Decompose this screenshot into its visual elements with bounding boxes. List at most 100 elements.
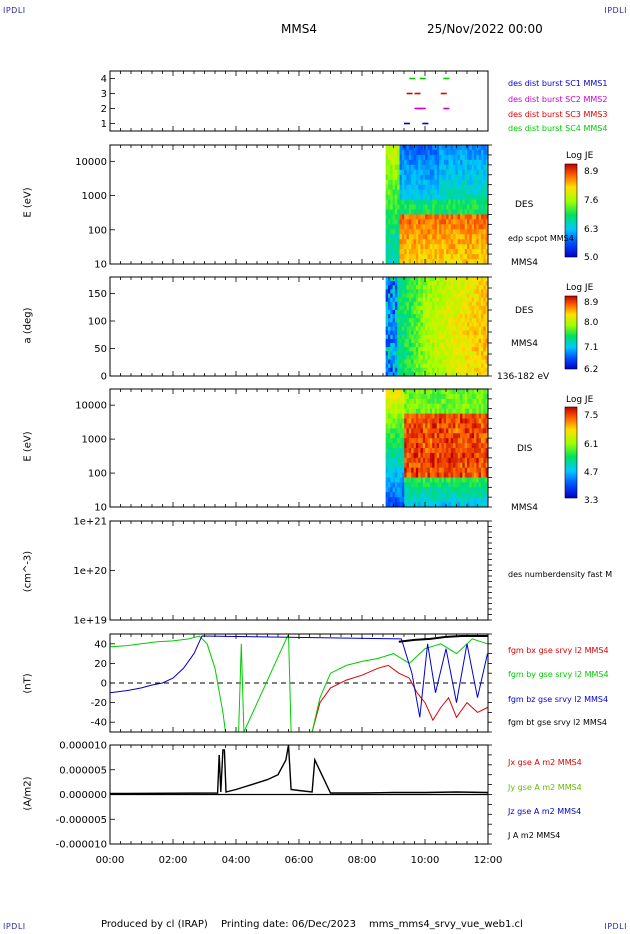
current-series-j [110,745,488,795]
des-pitch-heatmap-cell-9-18 [406,351,410,356]
des-pitch-heatmap-cell-38-7 [474,305,477,311]
des-pitch-heatmap-cell-5-5 [397,297,401,303]
des-energy-heatmap-cell-24-3 [441,159,445,166]
des-pitch-heatmap-cell-34-19 [464,355,468,360]
dis-energy-heatmap-cell-4-7 [394,423,398,429]
des-pitch-heatmap-cell-36-3 [469,289,473,294]
des-pitch-heatmap-cell-10-14 [408,334,412,340]
des-pitch-heatmap-cell-43-1 [485,281,489,286]
burst-mark-2-1 [414,92,421,95]
dis-energy-heatmap-cell-2-18 [390,477,394,483]
des-pitch-heatmap-cell-37-10 [471,318,475,323]
des-pitch-heatmap-cell-6-6 [399,301,403,307]
dis-energy-heatmap-cell-12-18 [413,477,417,483]
des-energy-heatmap-cell-37-17 [471,229,475,235]
dis-energy-heatmap-cell-5-18 [397,477,401,483]
des-pitch-heatmap-cell-24-6 [441,301,445,307]
des-energy-heatmap-cell-25-6 [443,174,447,181]
des-energy-heatmap-cell-31-17 [457,229,461,235]
dis-energy-heatmap-cell-31-22 [457,497,461,503]
des-pitch-heatmap-cell-41-14 [481,334,484,340]
des-energy-heatmap-cell-23-18 [439,234,442,240]
des-pitch-heatmap-cell-6-23 [399,371,403,377]
des-energy-heatmap-cell-42-16 [483,224,487,230]
des-pitch-heatmap-cell-43-8 [485,310,489,315]
dis-energy-heatmap-cell-24-7 [441,423,445,429]
des-energy-heatmap-cell-41-2 [481,154,484,161]
dis-energy-heatmap-cell-3-14 [392,457,396,464]
des-energy-heatmap-cell-10-10 [408,194,412,201]
des-pitch-heatmap-cell-30-7 [455,305,459,311]
dis-energy-heatmap-cell-17-2 [425,398,429,405]
dis-energy-heatmap-cell-12-19 [413,482,417,488]
des-pitch-heatmap-cell-0-7 [385,305,389,311]
des-energy-heatmap-cell-21-17 [434,229,438,235]
des-energy-heatmap-cell-41-14 [481,214,484,220]
des-pitch-heatmap-cell-43-0 [485,277,489,282]
des-energy-heatmap-cell-15-18 [420,234,424,240]
des-energy-heatmap-cell-32-16 [460,224,463,230]
des-energy-heatmap-cell-37-8 [471,184,475,191]
des-energy-heatmap-cell-22-12 [436,204,440,210]
des-energy-heatmap-cell-10-5 [408,169,412,176]
des-energy-heatmap-cell-32-11 [460,199,463,205]
des-energy-heatmap-cell-3-21 [392,249,396,255]
des-energy-heatmap-cell-22-3 [436,159,440,166]
des-pitch-heatmap-cell-12-1 [413,281,417,286]
dis-energy-heatmap-cell-11-21 [411,492,415,498]
des-energy-heatmap-cell-23-20 [439,244,442,250]
des-pitch-heatmap-cell-4-5 [394,297,398,303]
des-energy-heatmap-cell-24-15 [441,219,445,225]
dis-energy-heatmap-cell-21-20 [434,487,438,493]
des-energy-heatmap-cell-6-15 [399,219,403,225]
des-energy-heatmap-cell-38-22 [474,254,477,260]
des-energy-heatmap-cell-4-8 [394,184,398,191]
des-energy-heatmap-cell-24-11 [441,199,445,205]
des-pitch-heatmap-cell-23-21 [439,363,442,369]
des-pitch-heatmap-cell-32-12 [460,326,463,332]
dis-energy-heatmap-cell-29-2 [453,398,456,405]
des-energy-heatmap-cell-6-13 [399,209,403,215]
des-energy-heatmap-cell-28-6 [450,174,454,181]
des-pitch-heatmap-cell-37-7 [471,305,475,311]
des-pitch-heatmap-cell-4-15 [394,338,398,344]
des-energy-heatmap-cell-40-9 [478,189,482,196]
des-energy-heatmap-cell-42-19 [483,239,487,245]
dis-energy-heatmap-cell-38-9 [474,433,477,439]
des-energy-heatmap-cell-12-16 [413,224,417,230]
des-energy-heatmap-cell-4-9 [394,189,398,196]
des-pitch-heatmap-cell-16-2 [422,285,426,290]
dis-energy-heatmap-cell-7-19 [401,482,405,488]
des-pitch-heatmap-cell-11-19 [411,355,415,360]
dis-energy-heatmap-cell-10-7 [408,423,412,429]
des-pitch-heatmap-cell-2-4 [390,293,394,299]
des-pitch-heatmap-cell-40-21 [478,363,482,369]
des-pitch-heatmap-cell-33-23 [462,371,466,377]
dis-energy-heatmap-cell-7-7 [401,423,405,429]
dis-energy-heatmap-cell-33-11 [462,443,466,449]
dis-energy-heatmap-cell-4-16 [394,467,398,474]
des-energy-heatmap-cell-34-14 [464,214,468,220]
des-pitch-heatmap-cell-17-3 [425,289,429,294]
des-energy-heatmap-cell-13-18 [415,234,419,240]
dis-energy-heatmap-cell-30-15 [455,462,459,469]
des-energy-heatmap-cell-43-15 [485,219,489,225]
des-pitch-heatmap-cell-6-3 [399,289,403,294]
des-energy-heatmap-cell-25-8 [443,184,447,191]
des-pitch-heatmap-cell-30-6 [455,301,459,307]
fgm-series-2 [110,635,488,718]
des-pitch-heatmap-cell-43-23 [485,371,489,377]
des-pitch-heatmap-cell-35-13 [467,330,470,336]
dis-energy-heatmap-cell-26-8 [446,428,449,434]
dis-energy-heatmap-cell-21-16 [434,467,438,474]
dis-energy-heatmap-cell-40-3 [478,403,482,410]
des-energy-heatmap-cell-40-23 [478,259,482,265]
des-pitch-heatmap-cell-33-21 [462,363,466,369]
dis-energy-heatmap-cell-36-17 [469,472,473,478]
des-energy-heatmap-cell-29-22 [453,254,456,260]
dis-energy-heatmap-cell-26-4 [446,408,449,415]
des-pitch-heatmap-cell-6-7 [399,305,403,311]
time-tick-label-2: 04:00 [222,855,251,866]
des-energy-heatmap-cell-18-20 [427,244,431,250]
dis-energy-heatmap-cell-31-3 [457,403,461,410]
